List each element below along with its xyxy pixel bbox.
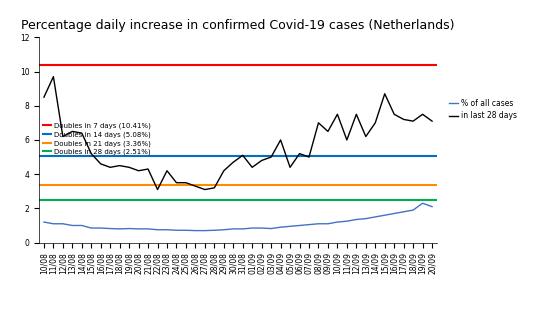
Title: Percentage daily increase in confirmed Covid-19 cases (Netherlands): Percentage daily increase in confirmed C… xyxy=(21,19,455,32)
Legend: % of all cases, in last 28 days: % of all cases, in last 28 days xyxy=(449,99,517,120)
